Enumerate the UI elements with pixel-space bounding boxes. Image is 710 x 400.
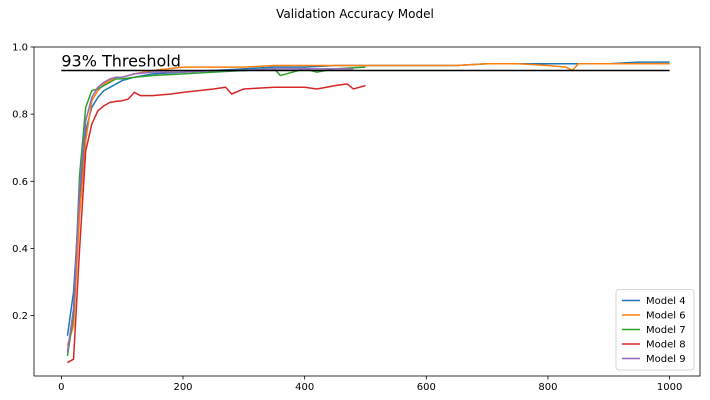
x-tick-label: 200	[173, 382, 192, 393]
x-tick-label: 600	[417, 382, 436, 393]
x-tick-label: 800	[538, 382, 557, 393]
y-tick-label: 0.6	[12, 177, 28, 188]
series-line-model-9	[66, 68, 354, 353]
x-tick-label: 1000	[657, 382, 682, 393]
legend-label: Model 6	[646, 311, 686, 322]
y-tick-label: 0.8	[12, 110, 28, 121]
y-tick-label: 0.4	[12, 244, 28, 255]
series-line-model-8	[67, 83, 366, 364]
y-tick-label: 1.0	[12, 43, 28, 54]
legend-label: Model 4	[646, 296, 686, 307]
series-line-model-6	[66, 63, 670, 347]
axes-layer: 0 200 400 600 800 1000 0.2 0.4 0.6 0.8 1.0	[12, 43, 701, 393]
axes-frame	[33, 46, 701, 377]
x-tick-label: 400	[295, 382, 314, 393]
x-tick-label: 0	[58, 382, 64, 393]
legend-box	[615, 289, 695, 371]
legend-label: Model 7	[646, 325, 686, 336]
legend-label: Model 8	[646, 340, 686, 351]
plot-area	[34, 47, 700, 376]
y-tick-label: 0.2	[12, 311, 28, 322]
threshold-layer: 93% Threshold	[61, 52, 670, 72]
legend-label: Model 9	[646, 354, 686, 365]
series-layer	[66, 61, 670, 364]
legend: Model 4 Model 6 Model 7 Model 8 Model 9	[615, 289, 695, 371]
threshold-label: 93% Threshold	[61, 52, 181, 71]
plot-background	[34, 47, 700, 376]
chart-title: Validation Accuracy Model	[276, 7, 434, 21]
